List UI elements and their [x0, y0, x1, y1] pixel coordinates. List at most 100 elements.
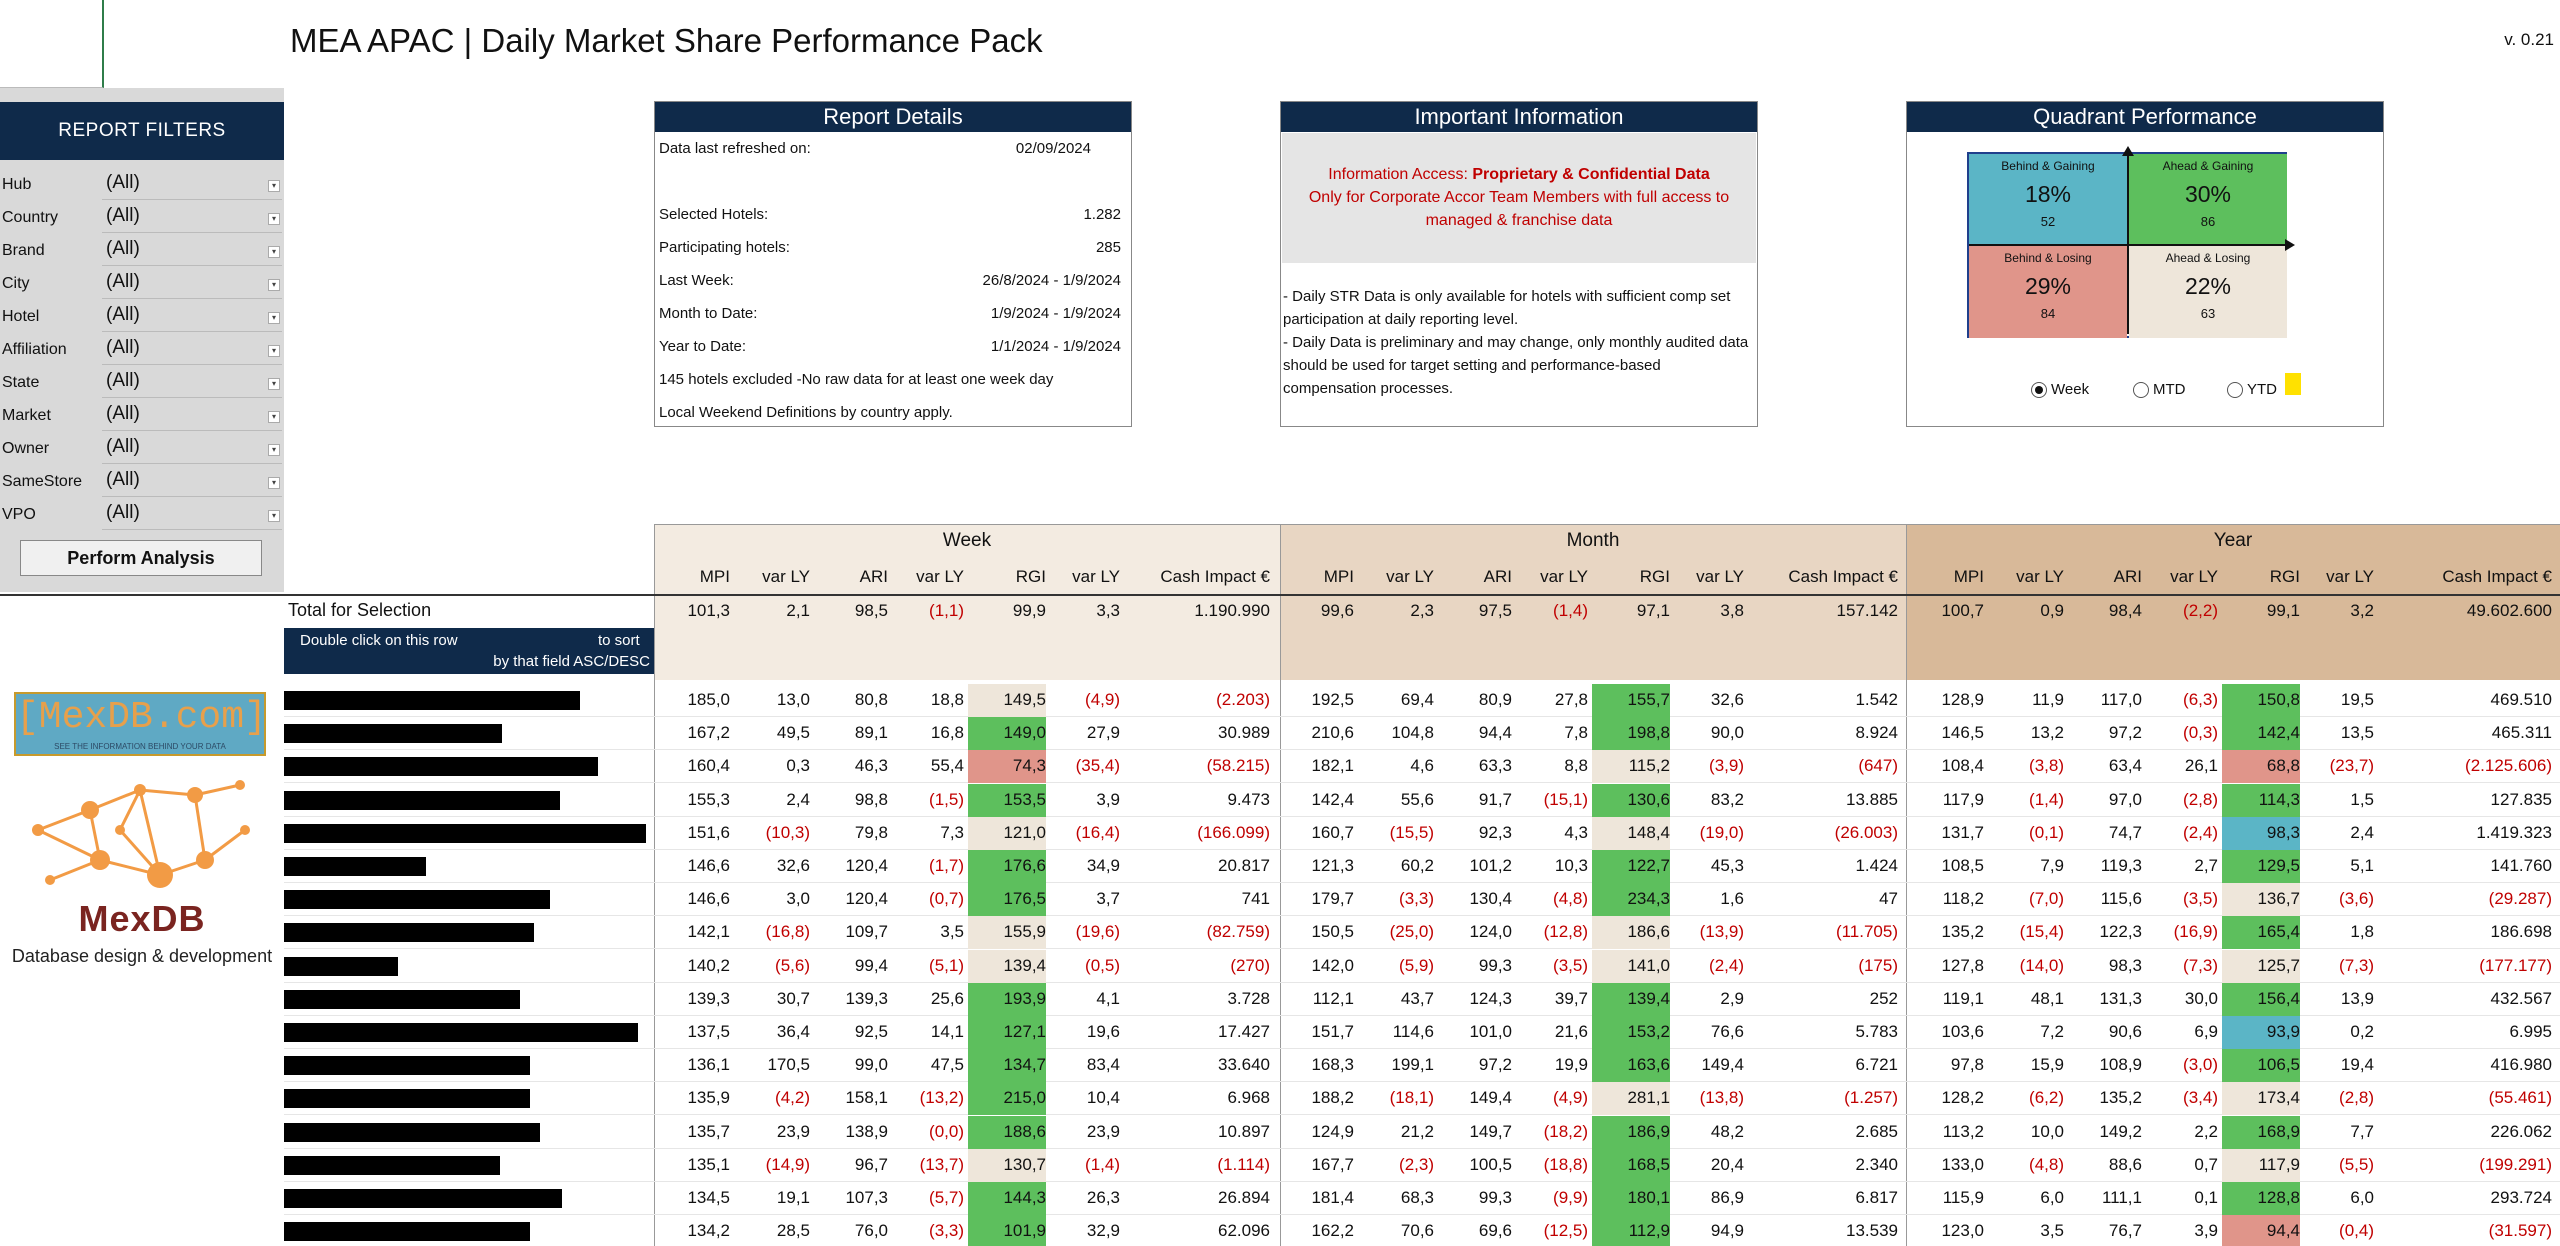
column-header-rgi[interactable]: RGI	[2269, 567, 2300, 586]
redacted-hotel-name[interactable]	[284, 1155, 500, 1175]
column-header-var-ly[interactable]: var LY	[2170, 567, 2218, 586]
dropdown-arrow-icon[interactable]: ▾	[268, 279, 280, 291]
dropdown-arrow-icon[interactable]: ▾	[268, 378, 280, 390]
redacted-hotel-name[interactable]	[284, 691, 580, 710]
selected-hotels-row: Selected Hotels: 1.282	[657, 202, 1127, 226]
redacted-hotel-name[interactable]	[284, 890, 550, 910]
dropdown-arrow-icon[interactable]: ▾	[268, 312, 280, 324]
column-header-var-ly[interactable]: var LY	[1386, 567, 1434, 586]
table-cell: 6,0	[2350, 1188, 2374, 1207]
column-header-rgi[interactable]: RGI	[1015, 567, 1046, 586]
table-cell: 49,5	[776, 723, 810, 743]
week-sort-band[interactable]	[654, 628, 1280, 674]
dropdown-arrow-icon[interactable]: ▾	[268, 510, 280, 522]
redacted-hotel-name[interactable]	[284, 989, 520, 1009]
table-cell: 21,2	[1400, 1121, 1434, 1141]
group-divider	[654, 524, 655, 1246]
column-header-var-ly[interactable]: var LY	[762, 567, 810, 586]
row-divider	[284, 1114, 2560, 1116]
column-header-ari[interactable]: ARI	[2113, 567, 2142, 586]
redacted-hotel-name[interactable]	[284, 724, 502, 744]
redacted-hotel-name[interactable]	[284, 1023, 638, 1042]
filter-city[interactable]: City (All) ▾	[0, 267, 284, 300]
row-divider	[284, 1147, 2560, 1149]
filter-samestore[interactable]: SameStore (All) ▾	[0, 465, 284, 498]
dropdown-arrow-icon[interactable]: ▾	[268, 477, 280, 489]
table-cell: 215,0	[1003, 1088, 1046, 1108]
sort-hint-box: Double click on this row to sort by that…	[284, 628, 654, 674]
total-cell: 3,3	[1096, 601, 1120, 620]
redacted-hotel-name[interactable]	[284, 823, 646, 843]
radio-ytd[interactable]: YTD	[2227, 381, 2277, 399]
table-cell: 9.473	[1227, 789, 1270, 809]
month-sort-band[interactable]	[1280, 628, 1906, 674]
dropdown-arrow-icon[interactable]: ▾	[268, 444, 280, 456]
column-header-cash-impact[interactable]: Cash Impact €	[1788, 567, 1898, 586]
dropdown-arrow-icon[interactable]: ▾	[268, 411, 280, 423]
filter-vpo[interactable]: VPO (All) ▾	[0, 498, 284, 531]
redacted-hotel-name[interactable]	[284, 1189, 562, 1208]
column-header-var-ly[interactable]: var LY	[916, 567, 964, 586]
redacted-hotel-name[interactable]	[284, 1122, 540, 1142]
redacted-hotel-name[interactable]	[284, 956, 398, 976]
table-cell: 19,9	[1554, 1055, 1588, 1075]
table-cell: 94,4	[2266, 1221, 2300, 1241]
column-header-mpi[interactable]: MPI	[1323, 567, 1354, 586]
table-cell: (1,7)	[929, 856, 964, 875]
radio-mtd[interactable]: MTD	[2133, 381, 2186, 399]
column-header-cash-impact[interactable]: Cash Impact €	[1160, 567, 1270, 586]
dropdown-arrow-icon[interactable]: ▾	[268, 345, 280, 357]
redacted-hotel-name[interactable]	[284, 1089, 530, 1109]
column-header-var-ly[interactable]: var LY	[1072, 567, 1120, 586]
redacted-hotel-name[interactable]	[284, 923, 534, 943]
filter-country[interactable]: Country (All) ▾	[0, 201, 284, 234]
table-cell: 162,2	[1311, 1221, 1354, 1241]
filter-hub[interactable]: Hub (All) ▾	[0, 168, 284, 201]
filter-brand[interactable]: Brand (All) ▾	[0, 234, 284, 267]
table-cell: 4,1	[1096, 988, 1120, 1008]
redacted-hotel-name[interactable]	[284, 790, 560, 810]
table-cell: (2.203)	[1216, 690, 1270, 709]
row-divider	[284, 915, 2560, 917]
column-header-rgi[interactable]: RGI	[1639, 567, 1670, 586]
table-cell: (13,2)	[919, 1088, 964, 1108]
perform-analysis-button[interactable]: Perform Analysis	[20, 540, 262, 576]
column-header-ari[interactable]: ARI	[1483, 567, 1512, 586]
total-cell: 99,1	[2266, 601, 2300, 620]
radio-week[interactable]: Week	[2031, 381, 2089, 399]
table-cell: 63,4	[2108, 756, 2142, 776]
selected-hotels-label: Selected Hotels:	[659, 206, 769, 223]
filter-hotel[interactable]: Hotel (All) ▾	[0, 300, 284, 333]
redacted-hotel-name[interactable]	[284, 1222, 530, 1242]
dropdown-arrow-icon[interactable]: ▾	[268, 180, 280, 192]
table-cell: 465.311	[2491, 723, 2552, 743]
year-sort-band[interactable]	[1906, 628, 2560, 674]
table-cell: (1,5)	[929, 789, 964, 809]
column-header-var-ly[interactable]: var LY	[1696, 567, 1744, 586]
logo-subtitle: Database design & development	[11, 946, 273, 966]
filter-affiliation[interactable]: Affiliation (All) ▾	[0, 333, 284, 366]
column-header-var-ly[interactable]: var LY	[2326, 567, 2374, 586]
filter-state[interactable]: State (All) ▾	[0, 366, 284, 399]
column-header-mpi[interactable]: MPI	[699, 567, 730, 586]
quadrant-percent: 29%	[2024, 273, 2072, 299]
filter-market[interactable]: Market (All) ▾	[0, 399, 284, 432]
dropdown-arrow-icon[interactable]: ▾	[268, 246, 280, 258]
redacted-hotel-name[interactable]	[284, 757, 598, 777]
column-header-var-ly[interactable]: var LY	[1540, 567, 1588, 586]
filter-owner[interactable]: Owner (All) ▾	[0, 432, 284, 465]
dropdown-arrow-icon[interactable]: ▾	[268, 213, 280, 225]
table-cell: 121,0	[1003, 822, 1046, 842]
redacted-hotel-name[interactable]	[284, 857, 426, 876]
column-header-mpi[interactable]: MPI	[1953, 567, 1984, 586]
table-cell: 7,3	[940, 822, 964, 842]
selected-cell[interactable]	[0, 0, 104, 88]
column-header-cash-impact[interactable]: Cash Impact €	[2442, 567, 2552, 586]
column-header-ari[interactable]: ARI	[859, 567, 888, 586]
table-cell: 113,2	[1942, 1121, 1984, 1141]
mexdb-logo: [MexDB.com] SEE THE INFORMATION BEHIND Y…	[0, 680, 284, 1000]
table-cell: 97,2	[2108, 723, 2142, 743]
table-cell: 198,8	[1627, 723, 1670, 743]
column-header-var-ly[interactable]: var LY	[2016, 567, 2064, 586]
redacted-hotel-name[interactable]	[284, 1056, 530, 1076]
